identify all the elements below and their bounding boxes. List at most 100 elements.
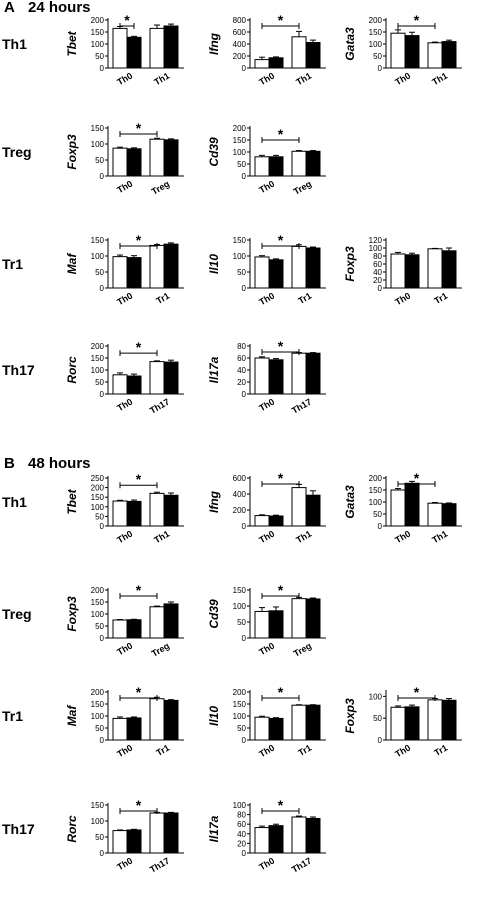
y-tick-label: 50 bbox=[237, 724, 246, 733]
significance-star: * bbox=[124, 12, 130, 28]
bar bbox=[126, 148, 142, 177]
y-tick-label: 0 bbox=[242, 172, 247, 181]
y-tick-label: 0 bbox=[242, 390, 247, 399]
category-label: Th0 bbox=[393, 529, 412, 546]
category-label: Th0 bbox=[115, 71, 134, 88]
y-tick-label: 50 bbox=[373, 52, 382, 61]
y-tick-label: 100 bbox=[91, 252, 105, 261]
y-tick-label: 100 bbox=[91, 712, 105, 721]
category-label: Th0 bbox=[257, 71, 276, 88]
bar bbox=[254, 156, 270, 177]
category-label: Th0 bbox=[115, 397, 134, 414]
y-tick-label: 40 bbox=[373, 268, 382, 277]
bar bbox=[305, 42, 321, 69]
bar bbox=[126, 717, 142, 741]
bar bbox=[254, 256, 270, 289]
significance-star: * bbox=[136, 797, 142, 813]
category-label: Th0 bbox=[257, 743, 276, 760]
bar bbox=[291, 816, 307, 854]
category-label: Tr1 bbox=[296, 291, 313, 306]
y-tick-label: 100 bbox=[91, 40, 105, 49]
y-tick-label: 100 bbox=[369, 244, 383, 253]
category-label: Th1 bbox=[294, 529, 313, 546]
y-tick-label: 100 bbox=[91, 817, 105, 826]
bar bbox=[126, 36, 142, 69]
bar bbox=[126, 829, 142, 854]
y-tick-label: 100 bbox=[91, 610, 105, 619]
gene-label: Foxp3 bbox=[65, 596, 79, 632]
y-tick-label: 200 bbox=[91, 688, 105, 697]
significance-star: * bbox=[136, 684, 142, 700]
category-label: Treg bbox=[150, 641, 171, 659]
bar bbox=[112, 500, 128, 527]
y-tick-label: 50 bbox=[95, 724, 104, 733]
category-label: Th17 bbox=[290, 856, 313, 875]
bar bbox=[112, 717, 128, 741]
panel-letter: A bbox=[4, 0, 15, 16]
chart-foxp3: Foxp3 0 50 100 Th0 Tr1 * bbox=[343, 684, 462, 759]
bar bbox=[291, 598, 307, 639]
y-tick-label: 400 bbox=[233, 490, 247, 499]
bar bbox=[268, 57, 284, 69]
chart-il10: Il10 0 50 100 150 Th0 Tr1 * bbox=[207, 232, 326, 307]
y-tick-label: 150 bbox=[233, 700, 247, 709]
y-tick-label: 100 bbox=[233, 801, 247, 810]
y-tick-label: 200 bbox=[91, 586, 105, 595]
significance-star: * bbox=[136, 582, 142, 598]
cell-type-label: Tr1 bbox=[2, 256, 23, 272]
y-tick-label: 40 bbox=[237, 830, 246, 839]
category-label: Th0 bbox=[257, 641, 276, 658]
bar bbox=[112, 147, 128, 177]
bar bbox=[268, 259, 284, 289]
significance-star: * bbox=[278, 232, 284, 248]
category-label: Th0 bbox=[257, 856, 276, 873]
y-tick-label: 20 bbox=[237, 839, 246, 848]
bar bbox=[149, 244, 165, 289]
y-tick-label: 100 bbox=[233, 712, 247, 721]
chart-maf: Maf 0 50 100 150 200 Th0 Tr1 * bbox=[65, 684, 184, 759]
bar bbox=[305, 150, 321, 177]
significance-star: * bbox=[278, 797, 284, 813]
cell-type-label: Treg bbox=[2, 606, 32, 622]
y-tick-label: 20 bbox=[373, 276, 382, 285]
y-tick-label: 200 bbox=[233, 124, 247, 133]
category-label: Th0 bbox=[257, 179, 276, 196]
bar bbox=[427, 699, 443, 741]
y-tick-label: 200 bbox=[369, 474, 383, 483]
y-tick-label: 150 bbox=[91, 801, 105, 810]
bar bbox=[441, 250, 457, 289]
category-label: Treg bbox=[150, 179, 171, 197]
bar bbox=[268, 610, 284, 639]
y-tick-label: 0 bbox=[242, 849, 247, 858]
chart-ifng: Ifng 0 200 400 600 800 Th0 Th1 * bbox=[207, 12, 326, 87]
gene-label: Cd39 bbox=[207, 137, 221, 167]
significance-star: * bbox=[278, 12, 284, 28]
category-label: Th17 bbox=[290, 397, 313, 416]
bar bbox=[441, 503, 457, 527]
y-tick-label: 150 bbox=[369, 28, 383, 37]
bar bbox=[126, 500, 142, 527]
bar bbox=[427, 42, 443, 69]
y-tick-label: 0 bbox=[242, 634, 247, 643]
bar bbox=[268, 717, 284, 741]
y-tick-label: 600 bbox=[233, 28, 247, 37]
y-tick-label: 100 bbox=[369, 498, 383, 507]
bar bbox=[126, 257, 142, 289]
y-tick-label: 120 bbox=[369, 236, 383, 245]
y-tick-label: 200 bbox=[369, 16, 383, 25]
y-tick-label: 150 bbox=[91, 700, 105, 709]
bar bbox=[268, 359, 284, 395]
cell-type-label: Th17 bbox=[2, 821, 35, 837]
y-tick-label: 150 bbox=[91, 28, 105, 37]
y-tick-label: 0 bbox=[100, 849, 105, 858]
significance-star: * bbox=[278, 470, 284, 486]
y-tick-label: 150 bbox=[91, 598, 105, 607]
y-tick-label: 200 bbox=[233, 506, 247, 515]
chart-gata3: Gata3 0 50 100 150 200 Th0 Th1 * bbox=[343, 12, 462, 87]
category-label: Tr1 bbox=[296, 743, 313, 758]
category-label: Th0 bbox=[115, 291, 134, 308]
